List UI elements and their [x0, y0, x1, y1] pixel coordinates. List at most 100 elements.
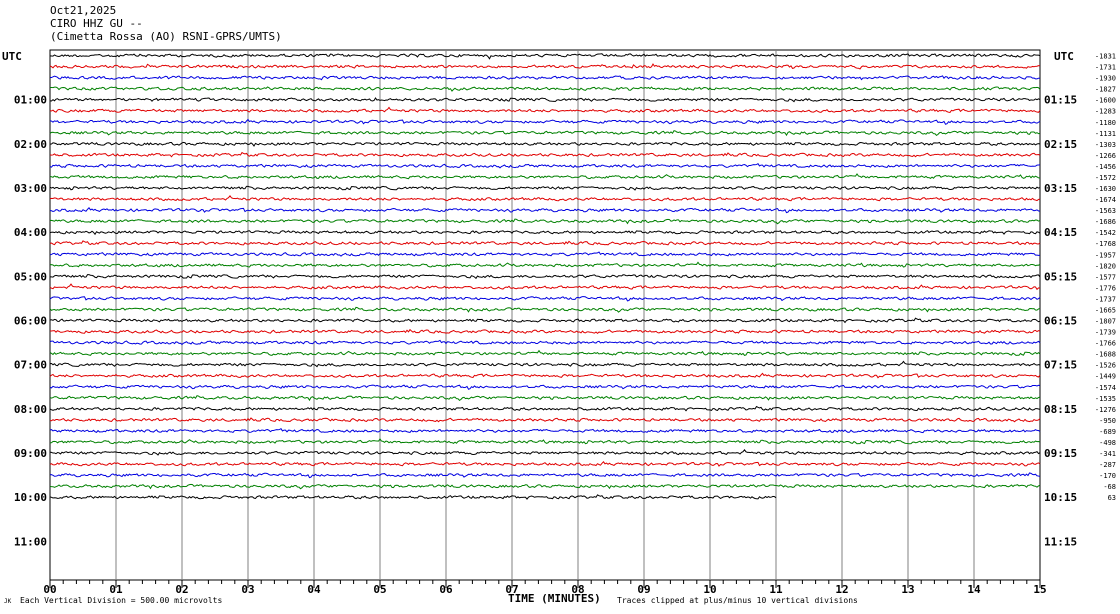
left-hour-labels: 01:00 02:00 03:00 04:00 05:00 06:00 07:00 08:00… [14, 94, 47, 549]
trace-offset-label: -1776 [1095, 284, 1116, 292]
left-hour-label: 10:00 [14, 491, 47, 504]
trace-offset-label: -950 [1099, 417, 1116, 425]
x-axis-title: TIME (MINUTES) [508, 592, 601, 605]
trace-offset-label: -287 [1099, 461, 1116, 469]
seismic-trace [49, 328, 1041, 335]
plot-frame [49, 49, 1041, 581]
seismic-trace [49, 218, 1041, 225]
right-hour-label: 02:15 [1044, 138, 1077, 151]
seismic-trace [49, 438, 1041, 445]
x-axis-ticks [49, 580, 1041, 588]
trace-offset-label: -1456 [1095, 163, 1116, 171]
seismic-trace [49, 141, 1041, 147]
x-tick-label: 08 [571, 583, 584, 596]
trace-offset-label: -68 [1103, 483, 1116, 491]
left-hour-label: 09:00 [14, 447, 47, 460]
trace-offset-label: -1688 [1095, 351, 1116, 359]
trace-offset-label: -1303 [1095, 141, 1116, 149]
x-tick-label: 00 [43, 583, 56, 596]
seismic-trace [49, 483, 1041, 490]
trace-offset-label: -1574 [1095, 384, 1116, 392]
right-hour-labels: 01:15 02:15 03:15 04:15 05:15 06:15 07:15 08:15… [1044, 94, 1077, 549]
trace-offset-label: -1563 [1095, 207, 1116, 215]
seismic-trace [49, 372, 1041, 379]
seismic-trace [49, 163, 1041, 169]
seismic-trace [49, 395, 1041, 402]
x-tick-label: 15 [1033, 583, 1046, 596]
left-utc-label: UTC [2, 50, 22, 63]
trace-offset-label: -1807 [1095, 318, 1116, 326]
trace-offset-label: -1526 [1095, 362, 1116, 370]
seismic-trace [49, 251, 1041, 257]
left-hour-label: 06:00 [14, 315, 47, 328]
trace-offset-label: -1542 [1095, 229, 1116, 237]
clip-note: Traces clipped at plus/minus 10 vertical… [617, 596, 858, 605]
trace-offset-label: 63 [1108, 494, 1116, 502]
seismic-trace [49, 63, 1041, 70]
seismic-trace [49, 261, 1041, 268]
trace-offset-labels: -1831 -1731 -1930 -1827 -1600 -1283 -1180 -1131… [1095, 53, 1116, 503]
right-hour-label: 01:15 [1044, 94, 1077, 107]
x-tick-label: 12 [835, 583, 848, 596]
trace-offset-label: -1768 [1095, 240, 1116, 248]
seismic-trace [49, 130, 1041, 137]
grid-lines [115, 50, 975, 580]
trace-offset-label: -498 [1099, 439, 1116, 447]
header-station: CIRO HHZ GU -- [50, 17, 143, 30]
x-tick-labels: 00 01 02 03 04 05 06 07 08 09 10 11 12 13 14 15 [43, 583, 1046, 596]
seismic-trace [49, 230, 1041, 236]
trace-offset-label: -1731 [1095, 64, 1116, 72]
seismic-trace [49, 384, 1041, 390]
seismic-trace [49, 194, 1041, 202]
corner-mark: JK [4, 598, 12, 605]
seismic-trace [50, 274, 1041, 280]
right-hour-label: 09:15 [1044, 447, 1077, 460]
x-tick-label: 05 [373, 583, 386, 596]
x-tick-label: 07 [505, 583, 518, 596]
left-hour-label: 08:00 [14, 403, 47, 416]
trace-offset-label: -1266 [1095, 152, 1116, 160]
seismic-trace [49, 283, 1041, 291]
x-tick-label: 06 [439, 583, 453, 596]
x-tick-label: 10 [703, 583, 716, 596]
trace-series [49, 53, 1041, 500]
right-hour-label: 03:15 [1044, 182, 1077, 195]
vertical-division-note: Each Vertical Division = 500.00 microvol… [20, 596, 223, 605]
right-hour-label: 04:15 [1044, 226, 1077, 239]
trace-offset-label: -1276 [1095, 406, 1116, 414]
x-tick-label: 04 [307, 583, 321, 596]
left-hour-label: 11:00 [14, 535, 47, 548]
seismic-trace [49, 75, 1041, 81]
right-hour-label: 10:15 [1044, 491, 1077, 504]
trace-offset-label: -1283 [1095, 108, 1116, 116]
trace-offset-label: -1739 [1095, 329, 1116, 337]
trace-offset-label: -1686 [1095, 218, 1116, 226]
seismic-trace [49, 97, 1041, 103]
seismic-trace [49, 472, 1041, 479]
trace-offset-label: -1131 [1095, 130, 1116, 138]
right-hour-label: 06:15 [1044, 315, 1077, 328]
seismic-trace [49, 185, 1041, 191]
header-date: Oct21,2025 [50, 4, 117, 17]
x-tick-label: 09 [637, 583, 650, 596]
plot-header: Oct21,2025 CIRO HHZ GU -- (Cimetta Rossa… [50, 4, 282, 43]
trace-offset-label: -1577 [1095, 273, 1116, 281]
x-tick-label: 11 [769, 583, 783, 596]
seismic-trace [49, 494, 777, 500]
right-utc-label: UTC [1054, 50, 1074, 63]
trace-offset-label: -1630 [1095, 185, 1116, 193]
x-tick-label: 03 [241, 583, 254, 596]
seismic-trace [49, 306, 1041, 313]
seismic-trace [49, 86, 1041, 92]
seismic-trace [49, 296, 1041, 302]
trace-offset-label: -170 [1099, 472, 1116, 480]
trace-offset-label: -1674 [1095, 196, 1116, 204]
seismic-trace [49, 317, 1041, 324]
trace-offset-label: -689 [1099, 428, 1116, 436]
seismic-trace [49, 448, 1041, 456]
seismic-trace [49, 240, 1041, 246]
x-tick-label: 14 [967, 583, 981, 596]
trace-offset-label: -1449 [1095, 373, 1116, 381]
trace-offset-label: -1766 [1095, 340, 1116, 348]
seismic-trace [49, 53, 1041, 60]
